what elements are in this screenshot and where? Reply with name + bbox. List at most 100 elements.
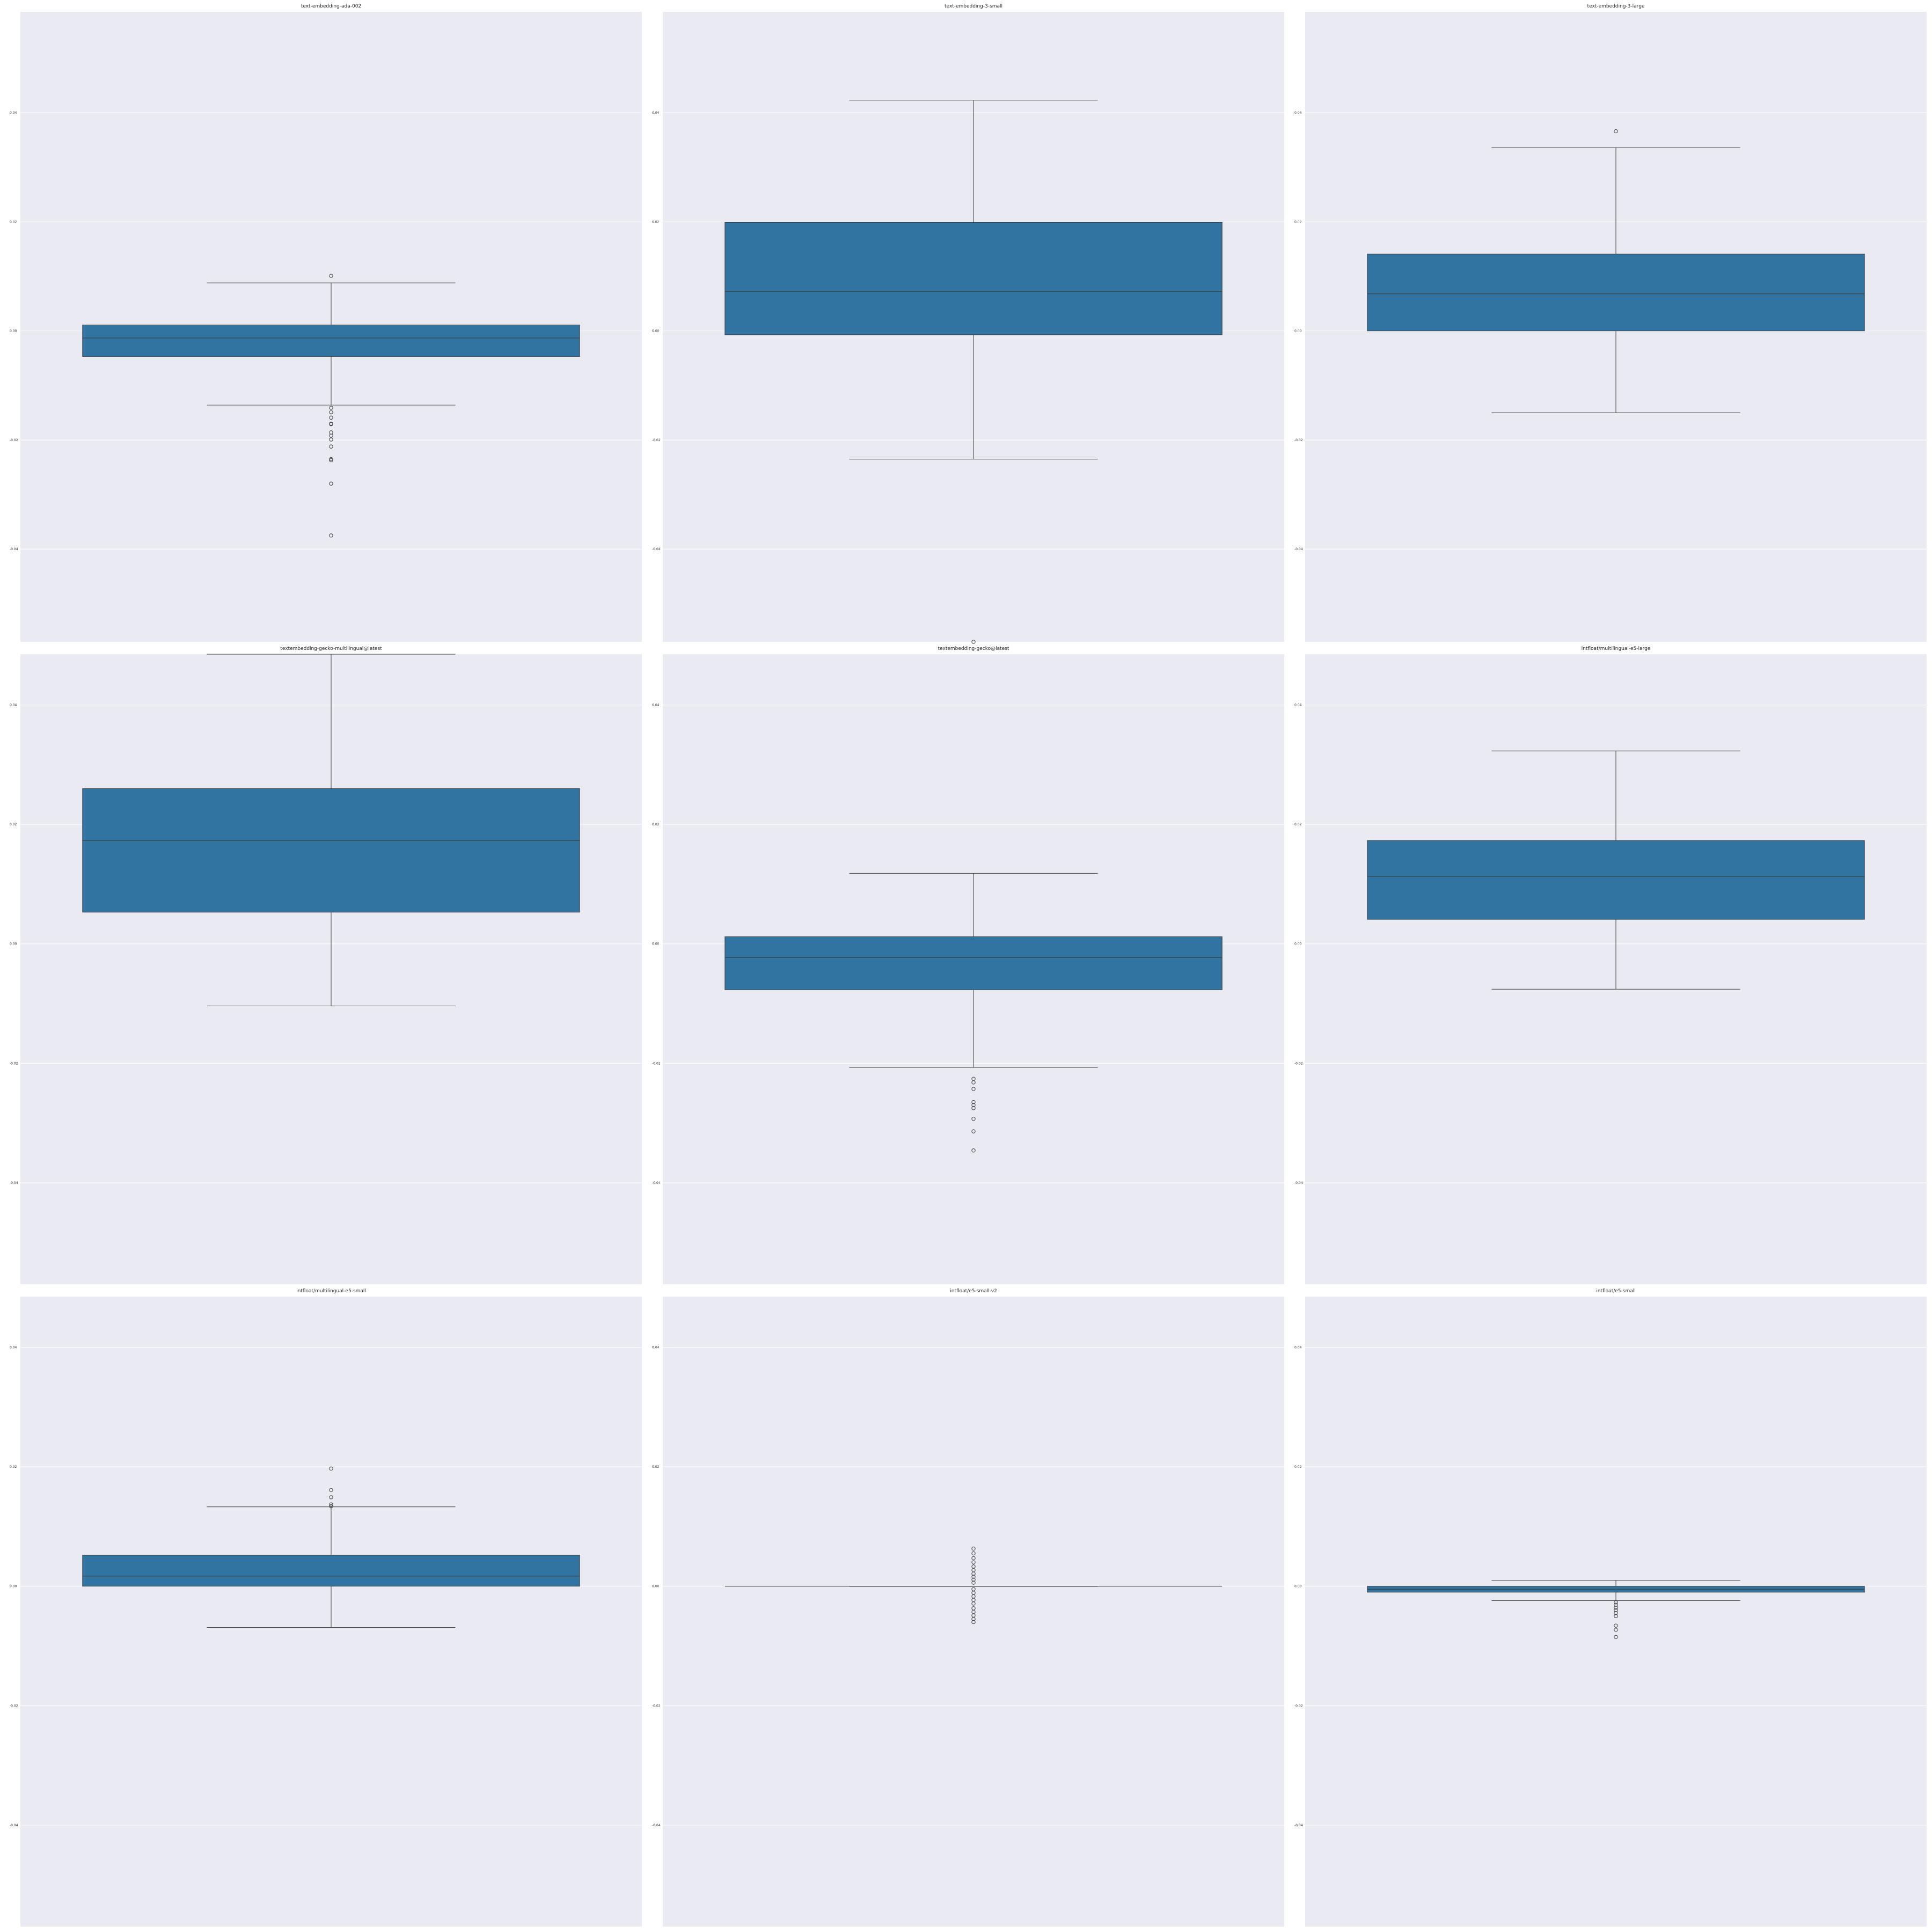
y-tick-label: 0.00 xyxy=(652,1585,660,1589)
y-tick-label: -0.04 xyxy=(10,1181,18,1185)
y-tick-label: 0.00 xyxy=(1294,330,1302,333)
outlier-point xyxy=(329,481,333,486)
y-tick-label: -0.02 xyxy=(10,1062,18,1065)
y-tick-label: 0.04 xyxy=(1294,1346,1302,1350)
outlier-point xyxy=(971,1601,976,1606)
y-tick-label: 0.02 xyxy=(652,1465,660,1469)
subplot-title: text-embedding-3-small xyxy=(945,4,1002,9)
y-tick-label: 0.00 xyxy=(652,330,660,333)
outlier-point xyxy=(329,410,333,414)
outlier-point xyxy=(329,444,333,449)
outlier-point xyxy=(971,1556,976,1561)
outlier-point xyxy=(971,1117,976,1121)
outlier-point xyxy=(1614,1606,1618,1610)
outlier-point xyxy=(971,640,976,644)
subplot-title: text-embedding-3-large xyxy=(1587,4,1645,9)
subplot-4: textembedding-gecko-multilingual@latest 0… xyxy=(10,646,642,1284)
y-tick-label: 0.00 xyxy=(652,942,660,946)
y-tick-label: -0.04 xyxy=(652,1824,661,1827)
outlier-point xyxy=(1614,129,1618,134)
outlier-point xyxy=(1614,1635,1618,1639)
plot-background xyxy=(663,1297,1284,1927)
outlier-point xyxy=(1614,1608,1618,1612)
outlier-point xyxy=(329,1504,333,1509)
y-tick-label: 0.02 xyxy=(1294,220,1302,224)
y-tick-label: -0.02 xyxy=(652,1062,661,1065)
y-tick-label: 0.02 xyxy=(652,220,660,224)
outlier-point xyxy=(329,406,333,410)
iqr-box xyxy=(82,324,580,357)
outlier-point xyxy=(971,1620,976,1624)
outlier-point xyxy=(971,1577,976,1582)
outlier-point xyxy=(329,415,333,420)
y-tick-label: 0.00 xyxy=(1294,942,1302,946)
subplot-title: intfloat/multilingual-e5-large xyxy=(1582,646,1651,652)
outlier-point xyxy=(1614,1614,1618,1619)
outlier-point xyxy=(971,1580,976,1585)
outlier-point xyxy=(971,1571,976,1576)
outlier-point xyxy=(329,1502,333,1506)
y-tick-label: 0.00 xyxy=(1294,1585,1302,1589)
subplot-5: textembedding-gecko@latest 0.04 0.02 0.00 -0… xyxy=(652,646,1284,1284)
subplot-3: text-embedding-3-large 0.04 0.02 0.00 -0.02 -… xyxy=(1294,4,1927,642)
y-tick-label: -0.02 xyxy=(1294,438,1303,442)
subplot-title: intfloat/multilingual-e5-small xyxy=(296,1289,366,1294)
y-tick-label: -0.02 xyxy=(10,438,18,442)
y-tick-label: 0.02 xyxy=(10,823,17,826)
y-tick-label: -0.02 xyxy=(10,1704,18,1708)
outlier-point xyxy=(971,1129,976,1133)
subplot-2: text-embedding-3-small 0.04 0.02 0.00 -0.02 -… xyxy=(652,4,1284,644)
iqr-box xyxy=(82,788,580,913)
outlier-point xyxy=(971,1103,976,1107)
y-tick-label: 0.04 xyxy=(10,704,17,707)
subplot-8: intfloat/e5-small-v2 0.04 0.02 0.00 -0.02 -0.… xyxy=(652,1289,1284,1927)
y-tick-label: 0.04 xyxy=(652,1346,660,1350)
y-tick-label: -0.04 xyxy=(10,547,18,551)
subplot-title: textembedding-gecko-multilingual@latest xyxy=(280,646,382,652)
outlier-point xyxy=(971,1087,976,1091)
y-tick-label: -0.02 xyxy=(652,438,661,442)
subplot-title: intfloat/e5-small-v2 xyxy=(950,1289,997,1294)
outlier-point xyxy=(329,434,333,438)
y-tick-label: 0.02 xyxy=(1294,1465,1302,1469)
outlier-point xyxy=(971,1100,976,1104)
outlier-point xyxy=(971,1617,976,1621)
y-tick-label: -0.02 xyxy=(1294,1704,1303,1708)
y-tick-label: 0.04 xyxy=(1294,704,1302,707)
subplot-grid: text-embedding-ada-002 0.04 0.02 0.00 -0.02 -… xyxy=(10,4,1927,1927)
y-tick-label: -0.04 xyxy=(652,1181,661,1185)
iqr-box xyxy=(1367,840,1865,920)
subplot-1: text-embedding-ada-002 0.04 0.02 0.00 -0.02 -… xyxy=(10,4,642,642)
outlier-point xyxy=(971,1106,976,1110)
y-tick-label: 0.04 xyxy=(1294,111,1302,115)
y-tick-label: 0.04 xyxy=(652,704,660,707)
y-tick-label: 0.00 xyxy=(10,1585,17,1589)
outlier-point xyxy=(1614,1611,1618,1615)
outlier-point xyxy=(329,422,333,427)
y-tick-label: -0.02 xyxy=(1294,1062,1303,1065)
y-tick-label: -0.04 xyxy=(1294,547,1303,551)
outlier-point xyxy=(971,1560,976,1564)
outlier-point xyxy=(1614,1602,1618,1607)
y-tick-label: 0.04 xyxy=(10,1346,17,1350)
iqr-box xyxy=(1367,253,1865,332)
outlier-point xyxy=(329,437,333,442)
subplot-9: intfloat/e5-small 0.04 0.02 0.00 -0.02 -0.04 xyxy=(1294,1289,1927,1927)
outlier-point xyxy=(329,458,333,463)
subplot-title: intfloat/e5-small xyxy=(1596,1289,1635,1294)
y-tick-label: -0.04 xyxy=(652,547,661,551)
y-tick-label: -0.04 xyxy=(1294,1824,1303,1827)
subplot-title: text-embedding-ada-002 xyxy=(301,4,361,9)
outlier-point xyxy=(329,1488,333,1492)
outlier-point xyxy=(971,1551,976,1556)
iqr-box xyxy=(724,222,1223,335)
outlier-point xyxy=(1614,1623,1618,1628)
outlier-point xyxy=(329,457,333,462)
y-tick-label: 0.04 xyxy=(10,111,17,115)
y-tick-label: -0.02 xyxy=(652,1704,661,1708)
y-tick-label: 0.02 xyxy=(1294,823,1302,826)
outlier-point xyxy=(971,1148,976,1153)
y-tick-label: 0.02 xyxy=(10,1465,17,1469)
outlier-point xyxy=(1614,1628,1618,1632)
